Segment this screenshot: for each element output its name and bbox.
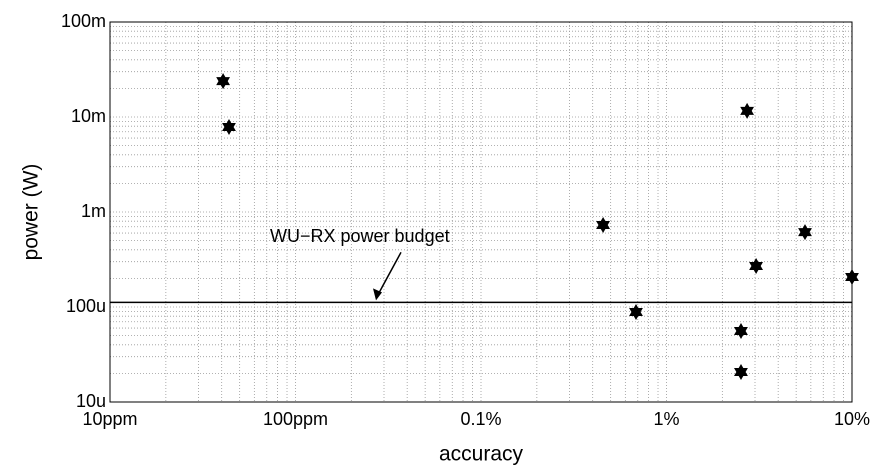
budget-label: WU−RX power budget [270,226,450,246]
point [596,217,610,233]
x-axis-label: accuracy [439,443,524,466]
y-tick-label: 100m [61,11,106,31]
y-tick-label: 100u [66,296,106,316]
point [734,323,748,339]
point [222,119,236,135]
point [749,258,763,274]
x-tick-label: 10% [834,409,870,429]
budget-arrowhead [373,288,382,301]
x-tick-label: 0.1% [460,409,501,429]
y-tick-label: 10m [71,106,106,126]
budget-arrow [375,251,402,299]
point [740,102,754,119]
x-tick-label: 100ppm [263,409,328,429]
y-tick-label: 10u [76,391,106,411]
point [216,73,230,90]
plot-frame [109,21,853,403]
point [798,224,812,241]
y-tick-label: 1m [81,201,106,221]
point [845,269,859,285]
x-tick-label: 10ppm [82,409,137,429]
point [629,304,643,320]
y-axis-label: power (W) [20,164,43,261]
x-tick-label: 1% [653,409,679,429]
point [734,364,748,380]
